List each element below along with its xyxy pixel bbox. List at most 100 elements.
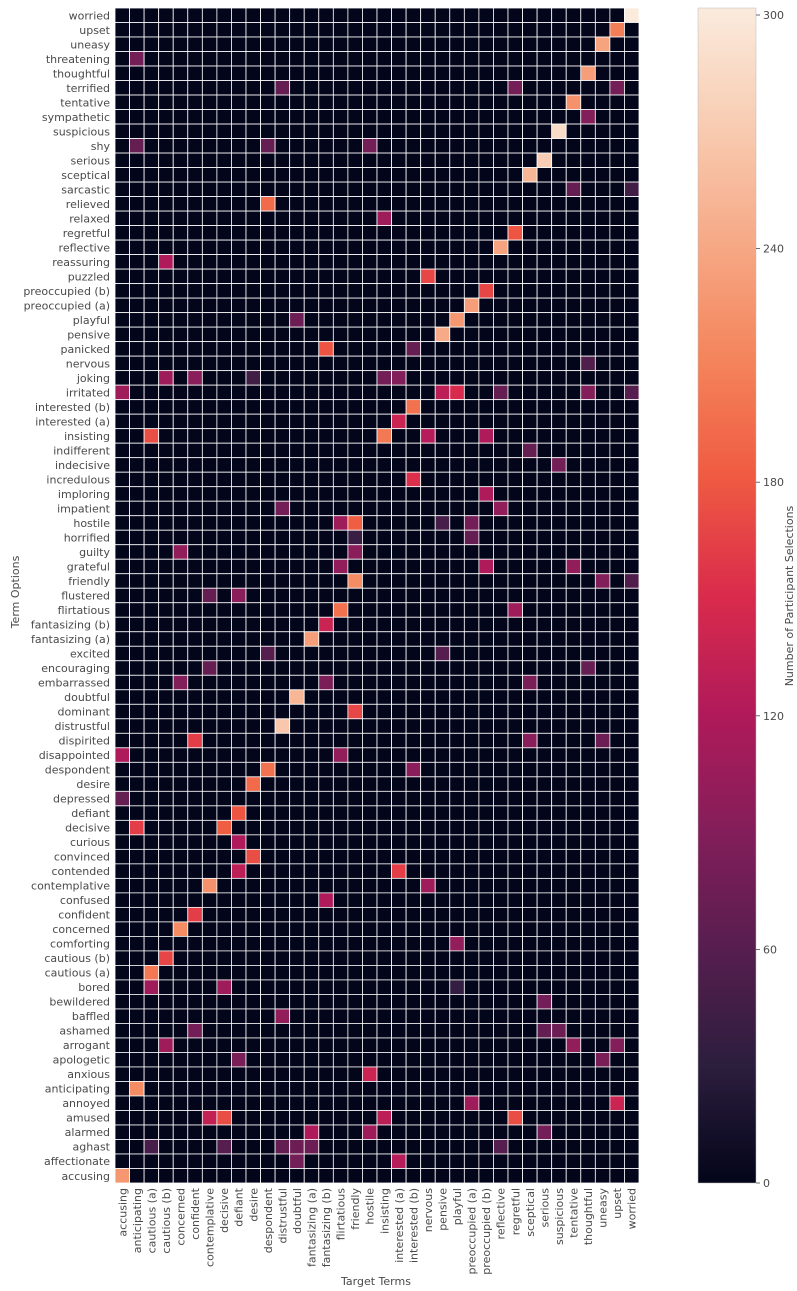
- heatmap-cell: [201, 370, 218, 386]
- heatmap-cell: [201, 1095, 218, 1111]
- heatmap-cell: [362, 471, 378, 488]
- heatmap-cell: [507, 689, 523, 705]
- heatmap-cell: [216, 674, 232, 691]
- heatmap-cell: [158, 660, 174, 676]
- heatmap-cell: [187, 761, 203, 778]
- heatmap-cell: [143, 558, 160, 575]
- heatmap-cell: [551, 181, 567, 197]
- heatmap-cell: [201, 355, 218, 372]
- heatmap-cell: [187, 1081, 203, 1097]
- heatmap-cell: [187, 196, 203, 212]
- heatmap-cell: [289, 1168, 305, 1184]
- heatmap-cell: [303, 936, 320, 952]
- heatmap-cell: [624, 703, 640, 720]
- heatmap-cell: [289, 718, 305, 734]
- heatmap-cell: [609, 936, 625, 952]
- heatmap-cell: [580, 138, 596, 154]
- heatmap-cell: [507, 877, 523, 894]
- heatmap-cell: [187, 428, 203, 444]
- heatmap-cell: [129, 776, 145, 792]
- heatmap-cell: [478, 790, 494, 807]
- heatmap-cell: [594, 790, 611, 807]
- heatmap-cell: [580, 355, 596, 372]
- y-tick-label: encouraging: [41, 662, 110, 675]
- heatmap-cell: [493, 1124, 509, 1140]
- heatmap-cell: [420, 225, 436, 241]
- heatmap-cell: [580, 123, 596, 139]
- heatmap-cell: [536, 660, 553, 676]
- heatmap-cell: [260, 152, 276, 168]
- heatmap-cell: [318, 1124, 334, 1140]
- heatmap-cell: [274, 950, 291, 966]
- heatmap-cell: [376, 1095, 392, 1111]
- heatmap-cell: [478, 660, 494, 676]
- heatmap-cell: [565, 181, 582, 197]
- heatmap-cell: [201, 399, 218, 415]
- heatmap-cell: [260, 965, 276, 981]
- heatmap-cell: [318, 848, 334, 865]
- x-tick-label: sceptical: [524, 1188, 537, 1237]
- heatmap-cell: [158, 1066, 174, 1082]
- heatmap-cell: [158, 36, 174, 52]
- heatmap-cell: [609, 196, 625, 212]
- heatmap-cell: [201, 848, 218, 865]
- heatmap-cell: [201, 181, 218, 197]
- heatmap-cell: [507, 776, 523, 792]
- heatmap-cell: [405, 602, 422, 618]
- heatmap-cell: [332, 442, 349, 459]
- heatmap-cell: [114, 703, 130, 720]
- heatmap-cell: [522, 109, 538, 125]
- heatmap-cell: [129, 1008, 145, 1024]
- heatmap-cell: [231, 355, 247, 372]
- heatmap-cell: [303, 515, 320, 531]
- y-tick-label: sympathetic: [42, 111, 110, 124]
- heatmap-cell: [420, 573, 436, 589]
- heatmap-cell: [463, 936, 480, 952]
- heatmap-cell: [493, 877, 509, 894]
- heatmap-cell: [216, 1110, 232, 1126]
- heatmap-cell: [172, 805, 189, 821]
- heatmap-cell: [245, 500, 261, 517]
- heatmap-cell: [318, 558, 334, 575]
- heatmap-cell: [434, 138, 451, 154]
- heatmap-cell: [274, 544, 291, 560]
- heatmap-cell: [405, 819, 422, 836]
- heatmap-cell: [478, 645, 494, 662]
- heatmap-cell: [536, 906, 553, 923]
- heatmap-cell: [216, 732, 232, 749]
- heatmap-cell: [551, 138, 567, 154]
- heatmap-cell: [522, 51, 538, 67]
- heatmap-cell: [405, 1124, 422, 1140]
- heatmap-cell: [624, 254, 640, 270]
- heatmap-cell: [187, 587, 203, 604]
- heatmap-cell: [522, 239, 538, 256]
- heatmap-cell: [434, 1124, 451, 1140]
- heatmap-cell: [434, 863, 451, 879]
- y-tick-label: worried: [69, 9, 110, 22]
- heatmap-cell: [507, 341, 523, 357]
- heatmap-cell: [609, 297, 625, 314]
- heatmap-cell: [580, 51, 596, 67]
- heatmap-cell: [478, 1037, 494, 1053]
- y-tick-label: indifferent: [53, 444, 110, 457]
- heatmap-cell: [216, 1008, 232, 1024]
- heatmap-cell: [624, 413, 640, 430]
- heatmap-cell: [580, 312, 596, 328]
- heatmap-cell: [565, 413, 582, 430]
- heatmap-cell: [478, 965, 494, 981]
- heatmap-cell: [172, 877, 189, 894]
- heatmap-cell: [449, 776, 465, 792]
- heatmap-cell: [565, 645, 582, 662]
- heatmap-cell: [522, 573, 538, 589]
- heatmap-cell: [129, 805, 145, 821]
- heatmap-cell: [172, 442, 189, 459]
- heatmap-cell: [463, 428, 480, 444]
- heatmap-cell: [303, 994, 320, 1010]
- heatmap-cell: [624, 848, 640, 865]
- heatmap-cell: [318, 718, 334, 734]
- heatmap-cell: [420, 384, 436, 401]
- heatmap-cell: [187, 399, 203, 415]
- heatmap-cell: [478, 529, 494, 546]
- heatmap-cell: [463, 718, 480, 734]
